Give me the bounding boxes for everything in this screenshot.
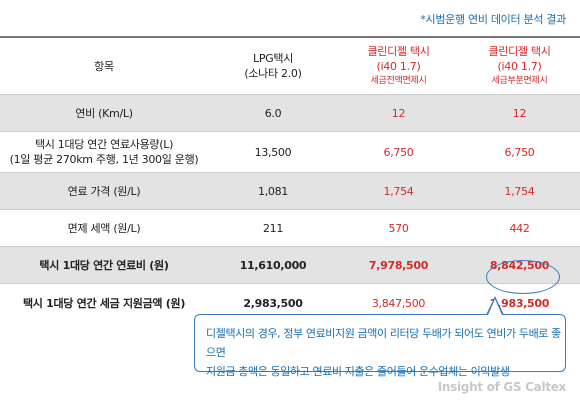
diesel-partial-value: 1,754 xyxy=(459,172,580,210)
lpg-value: 1,081 xyxy=(208,172,338,210)
row-label: 택시 1대당 연간 연료사용량(L) (1일 평균 270km 주행, 1년 3… xyxy=(0,131,208,173)
row-label: 연비 (Km/L) xyxy=(0,94,208,132)
header-lpg: LPG택시 (소나타 2.0) xyxy=(208,36,338,95)
lpg-value: 211 xyxy=(208,209,338,247)
watermark-logo: Insight of GS Caltex xyxy=(437,380,567,394)
diesel-full-value: 12 xyxy=(338,94,459,132)
table-row-fuel-price: 연료 가격 (원/L) 1,081 1,754 1,754 xyxy=(0,172,580,210)
lpg-value: 13,500 xyxy=(208,131,338,173)
callout-pointer-fill xyxy=(488,299,502,315)
table-row-annual-fuel-usage: 택시 1대당 연간 연료사용량(L) (1일 평균 270km 주행, 1년 3… xyxy=(0,131,580,173)
callout-box: 디젤택시의 경우, 정부 연료비지원 금액이 리터당 두배가 되어도 연비가 두… xyxy=(194,314,566,378)
table-header-row: 항목 LPG택시 (소나타 2.0) 클린디젤 택시 (i40 1.7) 세금전… xyxy=(0,36,580,95)
diesel-full-value: 1,754 xyxy=(338,172,459,210)
header-diesel-full-exempt: 클린디젤 택시 (i40 1.7) 세금전액면제시 xyxy=(338,36,459,95)
header-diesel-partial-exempt: 클린디젤 택시 (i40 1.7) 세금부분면제시 xyxy=(459,36,580,95)
highlight-circle xyxy=(486,260,560,294)
lpg-value: 6.0 xyxy=(208,94,338,132)
callout-line-1: 디젤택시의 경우, 정부 연료비지원 금액이 리터당 두배가 되어도 연비가 두… xyxy=(206,327,561,359)
row-label: 택시 1대당 연간 연료비 (원) xyxy=(0,246,208,284)
callout-line-2: 지원금 총액은 동일하고 연료비 지출은 줄어들어 운수업체는 이익발생 xyxy=(206,365,510,378)
diesel-partial-value: 6,750 xyxy=(459,131,580,173)
lpg-value: 11,610,000 xyxy=(208,246,338,284)
diesel-partial-value: 442 xyxy=(459,209,580,247)
fuel-comparison-table: 항목 LPG택시 (소나타 2.0) 클린디젤 택시 (i40 1.7) 세금전… xyxy=(0,36,580,322)
header-item: 항목 xyxy=(0,36,208,95)
diesel-full-value: 6,750 xyxy=(338,131,459,173)
lpg-value: 2,983,500 xyxy=(243,296,303,310)
table-row-annual-tax-support: 택시 1대당 연간 세금 지원금액 (원) 2,983,500 3,847,50… xyxy=(0,284,580,323)
row-label: 면제 세액 (원/L) xyxy=(0,209,208,247)
table-row-fuel-efficiency: 연비 (Km/L) 6.0 12 12 xyxy=(0,94,580,132)
table-row-tax-exemption: 면제 세액 (원/L) 211 570 442 xyxy=(0,209,580,247)
row-label: 택시 1대당 연간 세금 지원금액 (원) xyxy=(22,296,186,310)
row-label: 연료 가격 (원/L) xyxy=(0,172,208,210)
diesel-full-value: 7,978,500 xyxy=(338,246,459,284)
analysis-note: *시범운행 연비 데이터 분석 결과 xyxy=(420,13,566,26)
diesel-full-value: 3,847,500 xyxy=(371,296,426,310)
diesel-partial-value: 12 xyxy=(459,94,580,132)
diesel-partial-value: 2,983,500 xyxy=(489,296,550,310)
diesel-full-value: 570 xyxy=(338,209,459,247)
